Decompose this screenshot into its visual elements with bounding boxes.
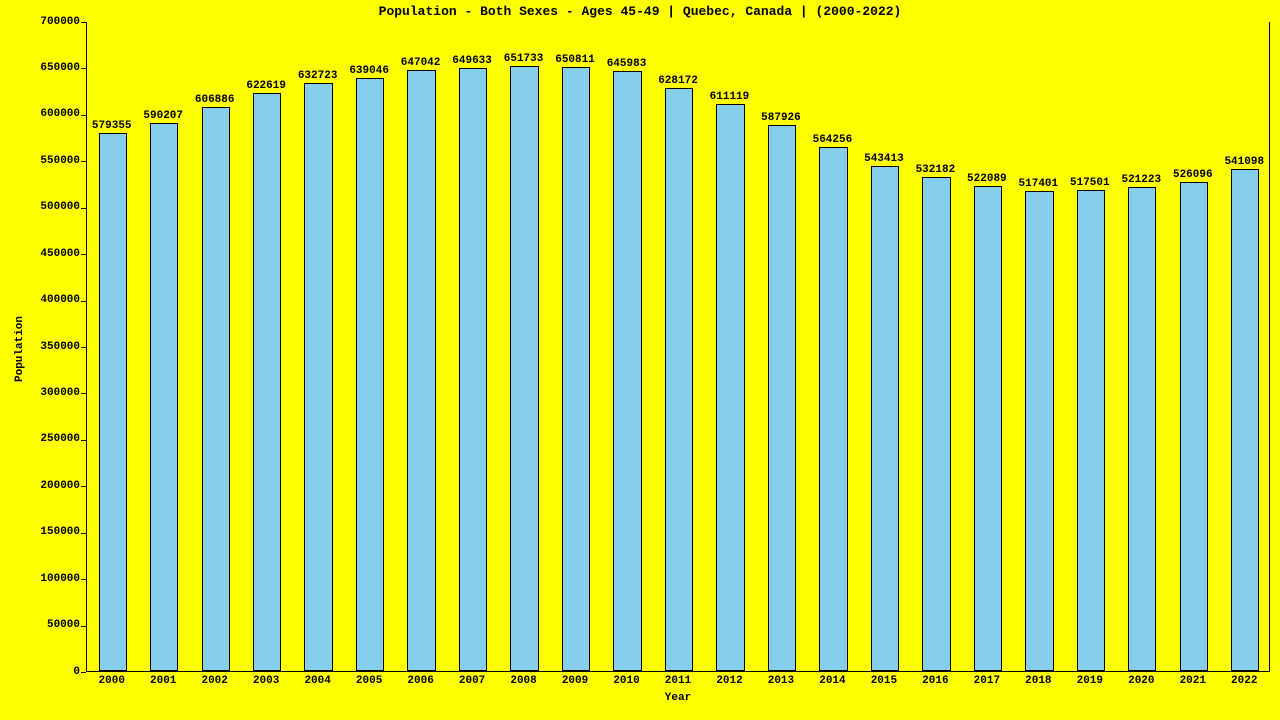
x-tick-label: 2015 (858, 675, 909, 687)
y-tick-mark (81, 208, 86, 209)
bar-value-label: 587926 (751, 112, 811, 124)
x-tick-label: 2022 (1219, 675, 1270, 687)
y-tick-mark (81, 579, 86, 580)
bar (202, 107, 230, 671)
y-tick-label: 550000 (20, 155, 80, 167)
x-tick-label: 2012 (704, 675, 755, 687)
bar (253, 93, 281, 671)
bar (871, 166, 899, 671)
bar (1077, 190, 1105, 671)
y-tick-mark (81, 533, 86, 534)
y-tick-mark (81, 161, 86, 162)
bar (768, 125, 796, 671)
bar-value-label: 526096 (1163, 169, 1223, 181)
bar (1231, 169, 1259, 671)
x-tick-label: 2020 (1116, 675, 1167, 687)
y-tick-label: 650000 (20, 62, 80, 74)
bar-value-label: 541098 (1214, 156, 1274, 168)
x-tick-label: 2019 (1064, 675, 1115, 687)
y-tick-mark (81, 68, 86, 69)
x-tick-label: 2000 (86, 675, 137, 687)
x-tick-label: 2010 (601, 675, 652, 687)
bar (1025, 191, 1053, 671)
bar (459, 68, 487, 671)
y-tick-label: 600000 (20, 108, 80, 120)
y-tick-label: 100000 (20, 573, 80, 585)
y-tick-label: 150000 (20, 526, 80, 538)
x-tick-label: 2003 (240, 675, 291, 687)
x-tick-label: 2011 (652, 675, 703, 687)
chart-title: Population - Both Sexes - Ages 45-49 | Q… (0, 4, 1280, 19)
bar (356, 78, 384, 671)
y-tick-label: 50000 (20, 619, 80, 631)
y-tick-mark (81, 301, 86, 302)
y-tick-label: 250000 (20, 433, 80, 445)
y-tick-label: 500000 (20, 201, 80, 213)
y-tick-mark (81, 347, 86, 348)
bar (150, 123, 178, 671)
x-axis-label: Year (86, 692, 1270, 704)
y-tick-mark (81, 626, 86, 627)
bar-value-label: 606886 (185, 94, 245, 106)
bar-value-label: 645983 (597, 58, 657, 70)
y-tick-mark (81, 440, 86, 441)
bar (562, 67, 590, 671)
bar (922, 177, 950, 671)
bar (304, 83, 332, 671)
bar-value-label: 611119 (699, 91, 759, 103)
chart-container: Population - Both Sexes - Ages 45-49 | Q… (0, 0, 1280, 720)
y-tick-mark (81, 115, 86, 116)
y-tick-mark (81, 22, 86, 23)
x-tick-label: 2016 (910, 675, 961, 687)
y-tick-label: 450000 (20, 248, 80, 260)
y-tick-mark (81, 486, 86, 487)
bar (974, 186, 1002, 671)
bar (99, 133, 127, 671)
y-tick-mark (81, 254, 86, 255)
x-tick-label: 2004 (292, 675, 343, 687)
x-tick-label: 2008 (498, 675, 549, 687)
bar (510, 66, 538, 671)
bar (716, 104, 744, 671)
x-tick-label: 2009 (549, 675, 600, 687)
bar (613, 71, 641, 671)
x-tick-label: 2013 (755, 675, 806, 687)
x-tick-label: 2005 (343, 675, 394, 687)
x-tick-label: 2007 (446, 675, 497, 687)
x-tick-label: 2006 (395, 675, 446, 687)
x-tick-label: 2002 (189, 675, 240, 687)
y-tick-label: 700000 (20, 16, 80, 28)
x-tick-label: 2018 (1013, 675, 1064, 687)
y-tick-label: 200000 (20, 480, 80, 492)
x-tick-label: 2021 (1167, 675, 1218, 687)
x-tick-label: 2017 (961, 675, 1012, 687)
x-tick-label: 2014 (807, 675, 858, 687)
bar (819, 147, 847, 671)
y-tick-label: 400000 (20, 294, 80, 306)
y-tick-mark (81, 672, 86, 673)
bar (665, 88, 693, 671)
bar-value-label: 590207 (133, 110, 193, 122)
bar (1128, 187, 1156, 671)
y-tick-label: 350000 (20, 341, 80, 353)
y-tick-mark (81, 393, 86, 394)
bar (1180, 182, 1208, 671)
y-tick-label: 300000 (20, 387, 80, 399)
plot-area (86, 22, 1270, 672)
x-tick-label: 2001 (137, 675, 188, 687)
y-tick-label: 0 (20, 666, 80, 678)
bar (407, 70, 435, 671)
bar-value-label: 564256 (802, 134, 862, 146)
bar-value-label: 628172 (648, 75, 708, 87)
